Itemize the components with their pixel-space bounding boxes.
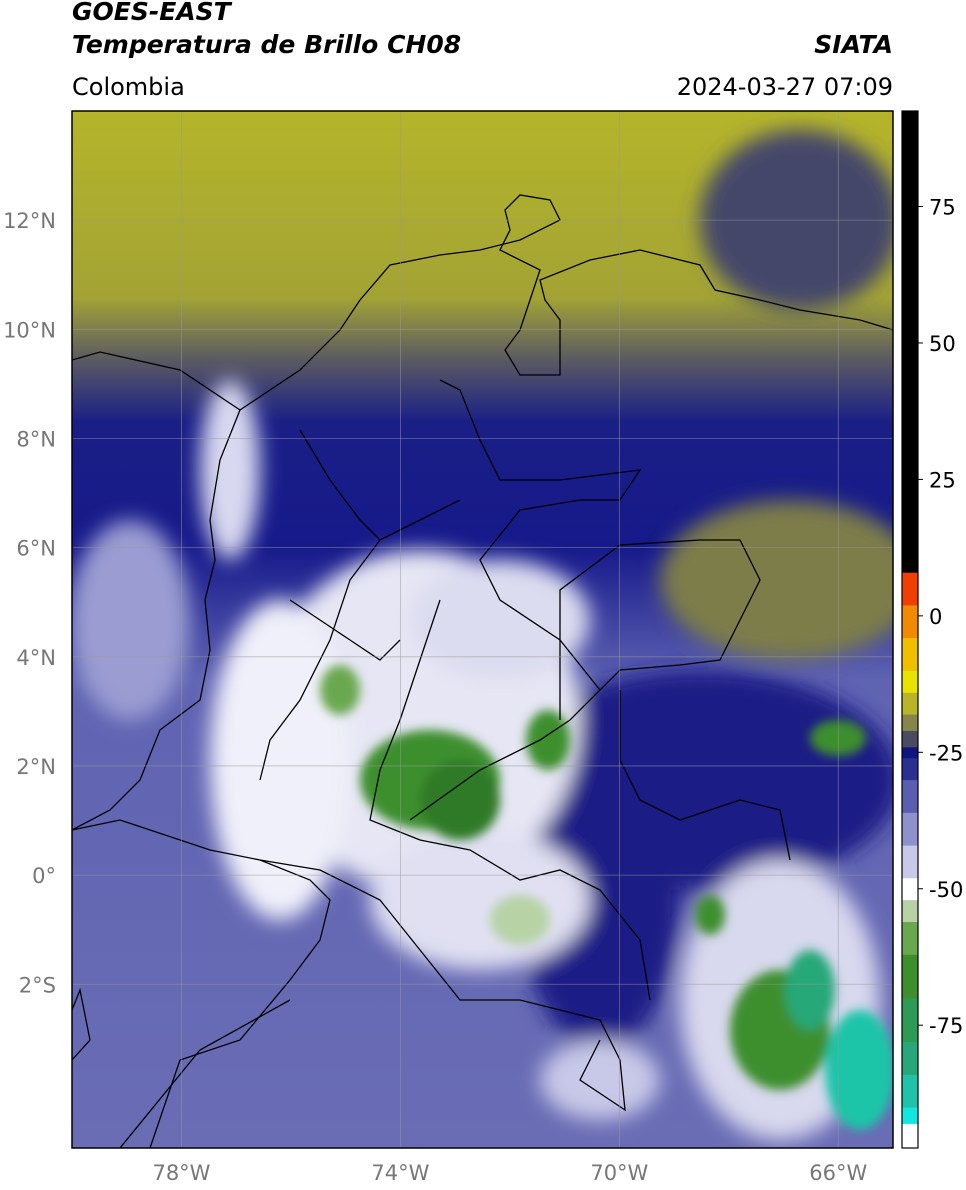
source: SIATA: [814, 30, 893, 59]
title: GOES-EAST: [72, 0, 233, 26]
colorbar-segment: [902, 779, 918, 813]
colorbar-frame: [901, 110, 919, 1149]
colorbar-segment: [902, 921, 918, 955]
cold-cloud-tops: [320, 665, 893, 1130]
y-tick-label: 8°N: [16, 427, 56, 451]
subtitle: Temperatura de Brillo CH08: [72, 30, 461, 59]
colorbar-segment: [902, 757, 918, 781]
y-tick-label: 2°S: [19, 973, 56, 997]
colorbar-tick-label: 0: [929, 605, 942, 629]
y-tick-label: 12°N: [3, 209, 56, 233]
grid: [72, 111, 893, 1148]
colorbar-segment: [902, 572, 918, 606]
satellite-image: [72, 111, 893, 1148]
colorbar-segment: [902, 1041, 918, 1075]
colorbar-segment: [902, 604, 918, 639]
x-tick-label: 70°W: [590, 1161, 648, 1185]
colorbar-segment: [902, 714, 918, 731]
colorbar-tick-label: 75: [929, 196, 956, 220]
axes: 78°W 74°W 70°W 66°W 12°N 10°N 8°N 6°N 4°N 2°N 0° 2°…: [3, 209, 867, 1185]
colorbar-segment: [902, 111, 918, 573]
y-tick-label: 10°N: [3, 318, 56, 342]
colorbar-segment: [902, 637, 918, 671]
colorbar-tick-label: 50: [929, 332, 956, 356]
colorbar-tick-label: -50: [929, 878, 963, 902]
colorbar-segment: [902, 997, 918, 1043]
y-tick-label: 6°N: [16, 537, 56, 561]
region: Colombia: [72, 73, 185, 101]
colorbar-segment: [902, 845, 918, 879]
colorbar-segment: [902, 954, 918, 999]
y-tick-label: 0°: [32, 864, 56, 888]
colorbar-tick-label: -75: [929, 1014, 963, 1038]
x-tick-label: 78°W: [152, 1161, 210, 1185]
colorbar-segment: [902, 670, 918, 693]
colorbar: 75 50 25 0 -25 -50 -75: [902, 111, 963, 1149]
colorbar-segment: [902, 746, 918, 759]
colorbar-tick-label: -25: [929, 741, 963, 765]
colorbar-segment: [902, 730, 918, 748]
y-tick-label: 4°N: [16, 646, 56, 670]
cloud-field: [72, 130, 893, 1140]
colorbar-segment: [902, 877, 918, 901]
colorbar-segment: [902, 899, 918, 922]
borders: [72, 194, 893, 1148]
datetime: 2024-03-27 07:09: [677, 73, 893, 101]
colorbar-segment: [902, 692, 918, 715]
map-frame: [71, 110, 894, 1149]
y-tick-label: 2°N: [16, 755, 56, 779]
colorbar-tick-label: 25: [929, 468, 956, 492]
colorbar-segment: [902, 812, 918, 846]
colorbar-segment: [902, 1123, 918, 1149]
colorbar-segment: [902, 1074, 918, 1108]
x-tick-label: 66°W: [809, 1161, 867, 1185]
x-tick-label: 74°W: [371, 1161, 429, 1185]
colorbar-segment: [902, 1107, 918, 1124]
